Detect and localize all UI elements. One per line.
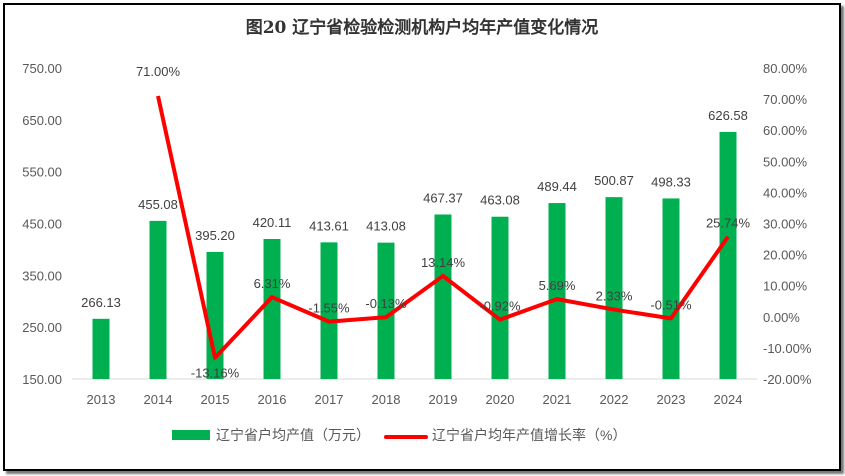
right-axis-tick: -20.00% (763, 372, 812, 387)
bar-data-label: 489.44 (537, 179, 577, 194)
x-axis-tick: 2016 (258, 392, 287, 407)
bar-data-label: 498.33 (651, 174, 691, 189)
x-axis-tick: 2019 (429, 392, 458, 407)
right-axis-tick: 10.00% (763, 279, 808, 294)
bar-data-label: 626.58 (708, 108, 748, 123)
x-axis-tick: 2021 (543, 392, 572, 407)
bar-2024 (719, 131, 737, 379)
right-axis-tick: 40.00% (763, 185, 808, 200)
x-axis-tick: 2017 (315, 392, 344, 407)
bar-data-label: 455.08 (138, 197, 178, 212)
chart-frame (3, 3, 841, 471)
bar-2019 (434, 214, 452, 379)
bar-2016 (263, 238, 281, 379)
line-data-label: -13.16% (191, 366, 240, 381)
growth-rate-line (156, 95, 730, 360)
line-data-label: 6.31% (254, 276, 291, 291)
bar-data-label: 420.11 (253, 215, 292, 230)
bar-data-label: 395.20 (195, 228, 235, 243)
right-axis-tick: 0.00% (763, 310, 800, 325)
bar-data-label: 266.13 (81, 295, 121, 310)
right-axis-tick: 30.00% (763, 217, 808, 232)
line-data-label: 13.14% (421, 255, 466, 270)
legend-line-label: 辽宁省户均年产值增长率（%） (432, 427, 626, 443)
line-data-label: -0.92% (479, 299, 521, 314)
left-axis-tick: 550.00 (22, 165, 62, 180)
x-axis-tick: 2018 (372, 392, 401, 407)
bar-2014 (149, 220, 167, 379)
line-data-label: 5.69% (539, 278, 576, 293)
line-data-label: -0.13% (365, 296, 407, 311)
right-axis-tick: 50.00% (763, 154, 808, 169)
bar-data-label: 413.61 (309, 218, 349, 233)
bar-2021 (548, 203, 566, 379)
x-axis-tick: 2022 (600, 392, 629, 407)
left-axis-tick: 350.00 (22, 268, 62, 283)
right-axis-tick: 60.00% (763, 123, 808, 138)
bar-2022 (605, 197, 623, 379)
bar-data-label: 413.08 (366, 219, 406, 234)
left-axis-tick: 750.00 (22, 61, 62, 76)
x-axis-tick: 2013 (87, 392, 116, 407)
left-axis-tick: 250.00 (22, 320, 62, 335)
line-data-label: 71.00% (136, 64, 181, 79)
bar-2018 (377, 242, 395, 379)
x-axis-tick: 2024 (714, 392, 743, 407)
right-axis-tick: 20.00% (763, 248, 808, 263)
bar-2013 (92, 318, 110, 379)
bar-data-label: 463.08 (480, 193, 520, 208)
chart-title: 图20 辽宁省检验检测机构户均年产值变化情况 (246, 17, 599, 38)
left-axis-tick: 450.00 (22, 217, 62, 232)
left-axis-tick: 650.00 (22, 113, 62, 128)
right-axis-tick: -10.00% (763, 341, 812, 356)
x-axis-tick: 2014 (144, 392, 173, 407)
line-data-label: 25.74% (706, 216, 751, 231)
bar-2015 (206, 251, 224, 379)
legend-bar-label: 辽宁省户均产值（万元） (216, 427, 370, 443)
right-axis-tick: 70.00% (763, 92, 808, 107)
bar-data-label: 500.87 (594, 173, 634, 188)
right-axis-tick: 80.00% (763, 61, 808, 76)
x-axis-tick: 2015 (201, 392, 230, 407)
bar-2017 (320, 242, 338, 379)
line-data-label: 2.33% (596, 289, 633, 304)
left-axis-tick: 150.00 (22, 372, 62, 387)
line-data-label: -0.51% (650, 297, 692, 312)
bar-data-label: 467.37 (423, 190, 463, 205)
legend-bar-swatch (172, 430, 210, 440)
bar-2020 (491, 216, 509, 379)
line-data-label: -1.55% (308, 301, 350, 316)
x-axis-tick: 2020 (486, 392, 515, 407)
bar-2023 (662, 198, 680, 379)
x-axis-tick: 2023 (657, 392, 686, 407)
